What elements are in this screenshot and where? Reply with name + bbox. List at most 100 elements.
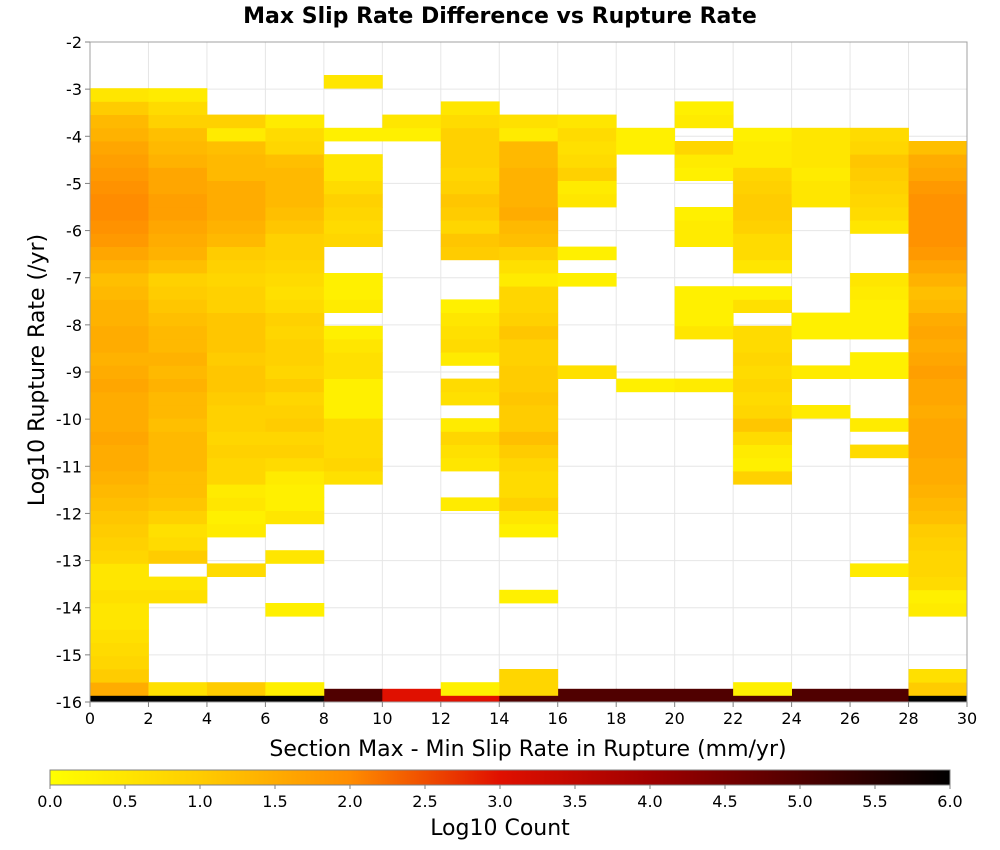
heatmap-cell [440,339,500,353]
heatmap-cell [733,418,792,432]
heatmap-cell [908,167,968,181]
heatmap-cell [908,444,968,459]
y-tick-label: -3 [66,80,82,99]
heatmap-cell [557,246,617,261]
heatmap-cell [265,510,325,525]
y-tick-label: -16 [56,693,82,712]
heatmap-cell [90,207,149,221]
heatmap-cells [90,75,968,703]
heatmap-cell [323,444,383,459]
heatmap-cell [90,471,149,485]
heatmap-cell [440,682,500,696]
heatmap-cell [148,286,208,300]
heatmap-cell [733,193,792,208]
heatmap-cell [265,207,325,221]
heatmap-cell [850,154,909,168]
heatmap-cell [206,325,266,340]
heatmap-cell [499,193,559,208]
heatmap-cell [499,233,559,247]
colorbar-tick-label: 2.5 [412,792,437,811]
heatmap-cell [148,550,208,564]
heatmap-cell [265,299,325,313]
x-tick-label: 26 [840,709,860,728]
heatmap-cell [674,220,734,234]
heatmap-cell [265,471,325,485]
heatmap-cell [733,141,792,155]
heatmap-cell [265,286,325,300]
heatmap-cell [90,391,149,406]
heatmap-cell [90,669,149,683]
heatmap-cell [148,497,208,511]
heatmap-cell [674,233,734,247]
heatmap-cell [206,405,266,419]
heatmap-cell [148,273,208,287]
heatmap-cell [206,444,266,459]
heatmap-cell [90,576,149,591]
heatmap-cell [850,563,909,577]
heatmap-cell [440,391,500,406]
heatmap-cell [733,154,792,168]
heatmap-cell [206,273,266,287]
heatmap-cell [265,167,325,181]
heatmap-cell [206,154,266,168]
heatmap-cell [206,352,266,366]
heatmap-cell [440,352,500,366]
heatmap-cell [265,457,325,472]
heatmap-cell [908,352,968,366]
heatmap-cell [733,180,792,195]
heatmap-cell [908,405,968,419]
heatmap-cell [148,220,208,234]
heatmap-cell [499,352,559,366]
heatmap-cell [850,207,909,221]
heatmap-cell [323,180,383,195]
heatmap-cell [323,154,383,168]
heatmap-cell [440,167,500,181]
heatmap-cell [733,391,792,406]
heatmap-cell [499,325,559,340]
heatmap-cell [206,141,266,155]
heatmap-cell [791,312,851,327]
heatmap-cell [206,523,266,538]
heatmap-cell [908,193,968,208]
heatmap-cell [499,312,559,327]
heatmap-cell [323,325,383,340]
heatmap-cell [908,418,968,432]
heatmap-cell [850,688,909,703]
heatmap-cell [440,444,500,459]
heatmap-cell [323,193,383,208]
heatmap-cell [265,365,325,379]
heatmap-cell [148,325,208,340]
heatmap-cell [148,339,208,353]
heatmap-cell [90,589,149,604]
heatmap-cell [616,141,676,155]
heatmap-cell [499,682,559,696]
heatmap-cell [908,589,968,604]
heatmap-cell [323,167,383,181]
heatmap-cell [148,537,208,551]
heatmap-cell [323,127,383,142]
heatmap-cell [499,259,559,274]
heatmap-cell [90,537,149,551]
heatmap-cell [90,418,149,432]
heatmap-cell [440,220,500,234]
y-tick-label: -12 [56,504,82,523]
heatmap-cell [90,642,149,657]
x-tick-label: 12 [431,709,451,728]
y-tick-label: -4 [66,127,82,146]
heatmap-cell [148,431,208,445]
heatmap-cell [850,365,909,379]
heatmap-cell [499,273,559,287]
heatmap-cell [265,339,325,353]
heatmap-cell [733,325,792,340]
heatmap-cell [440,154,500,168]
heatmap-cell [265,550,325,564]
heatmap-cell [323,273,383,287]
heatmap-cell [148,299,208,313]
heatmap-cell [206,378,266,393]
heatmap-cell [908,273,968,287]
heatmap-cell [908,669,968,683]
heatmap-cell [499,457,559,472]
heatmap-cell [206,259,266,274]
colorbar-tick-label: 4.5 [712,792,737,811]
heatmap-cell [733,220,792,234]
